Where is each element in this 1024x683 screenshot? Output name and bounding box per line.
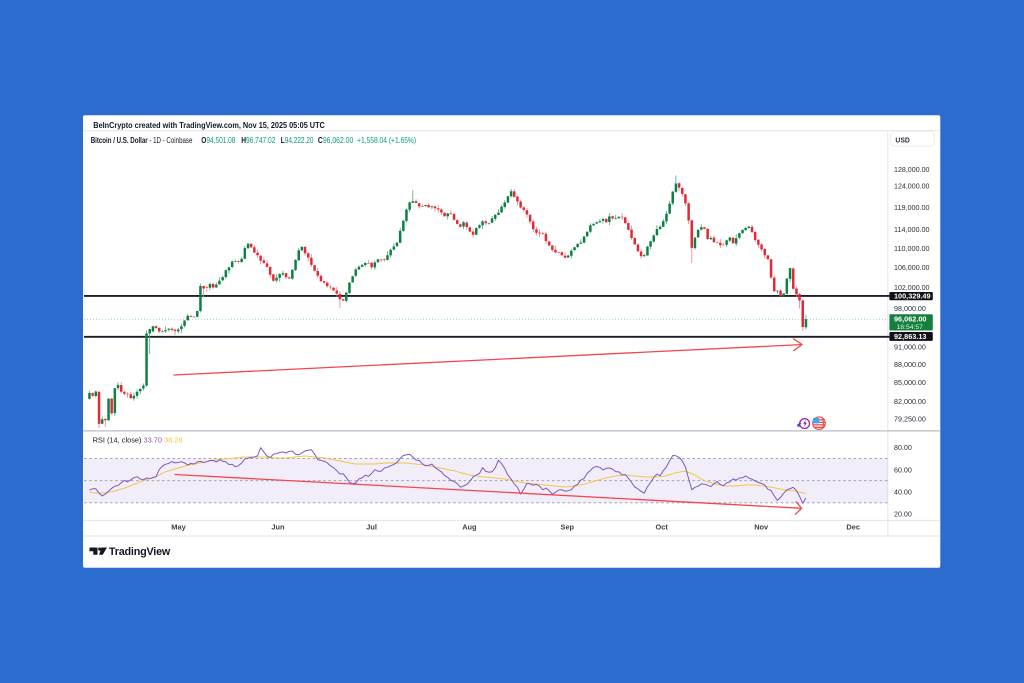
svg-text:124,000.00: 124,000.00	[894, 181, 930, 190]
svg-text:20.00: 20.00	[894, 509, 912, 518]
svg-text:96,062.00: 96,062.00	[894, 315, 926, 324]
svg-text:H96,747.02: H96,747.02	[241, 136, 275, 145]
svg-text:88,000.00: 88,000.00	[894, 360, 926, 369]
svg-text:Oct: Oct	[656, 523, 669, 532]
svg-text:114,000.00: 114,000.00	[894, 225, 930, 234]
svg-text:102,000.00: 102,000.00	[894, 283, 930, 292]
svg-text:Jul: Jul	[366, 523, 377, 532]
svg-text:Sep: Sep	[561, 523, 575, 532]
svg-text:60.00: 60.00	[894, 465, 912, 474]
svg-text:USD: USD	[895, 135, 910, 144]
svg-text:L94,222.20: L94,222.20	[281, 136, 314, 145]
svg-text:18:54:57: 18:54:57	[897, 324, 924, 331]
svg-text:100,329.49: 100,329.49	[894, 292, 931, 301]
svg-text:128,000.00: 128,000.00	[894, 165, 930, 174]
svg-text:98,000.00: 98,000.00	[894, 304, 926, 313]
svg-text:110,000.00: 110,000.00	[894, 244, 930, 253]
svg-text:40.00: 40.00	[894, 487, 912, 496]
svg-text:TradingView: TradingView	[109, 546, 171, 558]
svg-text:106,000.00: 106,000.00	[894, 263, 930, 272]
svg-text:BeInCrypto created with Tradin: BeInCrypto created with TradingView.com,…	[93, 121, 325, 130]
svg-text:82,000.00: 82,000.00	[894, 397, 926, 406]
svg-text:92,863.13: 92,863.13	[894, 332, 926, 341]
svg-text:79,250.00: 79,250.00	[894, 415, 926, 424]
svg-text:C96,062.00: C96,062.00	[318, 136, 354, 145]
svg-text:May: May	[171, 523, 186, 532]
svg-text:Bitcoin / U.S. Dollar - 1D - C: Bitcoin / U.S. Dollar - 1D - Coinbase	[91, 136, 193, 145]
svg-text:119,000.00: 119,000.00	[894, 203, 930, 212]
svg-text:85,000.00: 85,000.00	[894, 378, 926, 387]
svg-text:Jun: Jun	[271, 523, 285, 532]
svg-text:RSI (14, close) 33.70 38.28: RSI (14, close) 33.70 38.28	[93, 436, 183, 445]
svg-text:O94,501.08: O94,501.08	[201, 136, 235, 145]
svg-text:+1,558.04 (+1.65%): +1,558.04 (+1.65%)	[357, 136, 416, 145]
svg-text:Dec: Dec	[846, 523, 860, 532]
svg-text:80.00: 80.00	[894, 443, 912, 452]
svg-text:Nov: Nov	[754, 523, 769, 532]
svg-text:91,000.00: 91,000.00	[894, 343, 926, 352]
svg-text:Aug: Aug	[462, 523, 477, 532]
